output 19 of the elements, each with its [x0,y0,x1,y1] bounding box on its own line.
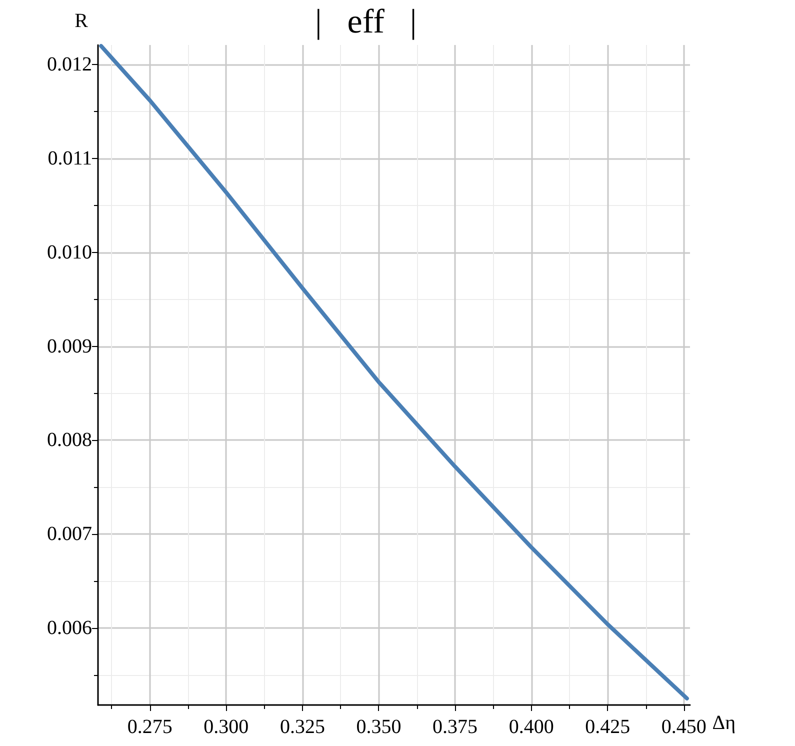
x-tick-label: 0.350 [356,716,402,738]
line-series [99,44,689,700]
x-tick-label: 0.300 [204,716,249,738]
y-tick-label: 0.012 [47,54,92,76]
x-tick-label: 0.275 [127,716,172,738]
y-tick-label: 0.007 [47,523,92,546]
x-tick-label: 0.425 [585,716,630,738]
y-tick-label: 0.011 [48,148,92,170]
y-tick-label: 0.010 [47,241,92,264]
x-tick-label: 0.325 [280,716,325,738]
y-tick-label: 0.008 [47,429,92,452]
x-axis-title: Δη [712,712,736,734]
x-tick-label: 0.375 [432,716,478,738]
chart-title: | eff | [315,4,417,40]
y-tick-label: 0.009 [47,335,92,358]
x-tick-label: 0.400 [508,716,554,738]
y-tick-label: 0.006 [47,617,92,640]
x-tick-label: 0.450 [661,716,706,738]
y-axis-title: R [74,10,89,32]
